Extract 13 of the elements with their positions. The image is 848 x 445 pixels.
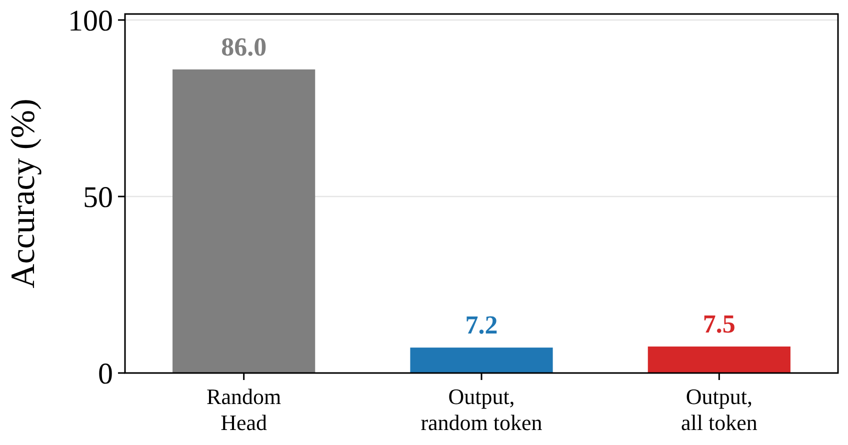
bar	[648, 346, 790, 373]
x-tick-label: Random Head	[206, 384, 282, 435]
x-tick-label: Output, all token	[680, 384, 758, 435]
data-label: 86.0	[221, 32, 267, 62]
data-label: 7.2	[465, 310, 498, 340]
y-tick-label: 100	[68, 4, 113, 38]
y-tick-label: 0	[98, 358, 113, 390]
y-axis-title: Accuracy (%)	[5, 98, 42, 288]
y-tick-label: 50	[83, 181, 113, 214]
bar	[172, 69, 316, 373]
x-tick-label: Output, random token	[420, 384, 542, 435]
data-label: 7.5	[702, 310, 736, 339]
bar	[410, 348, 553, 373]
